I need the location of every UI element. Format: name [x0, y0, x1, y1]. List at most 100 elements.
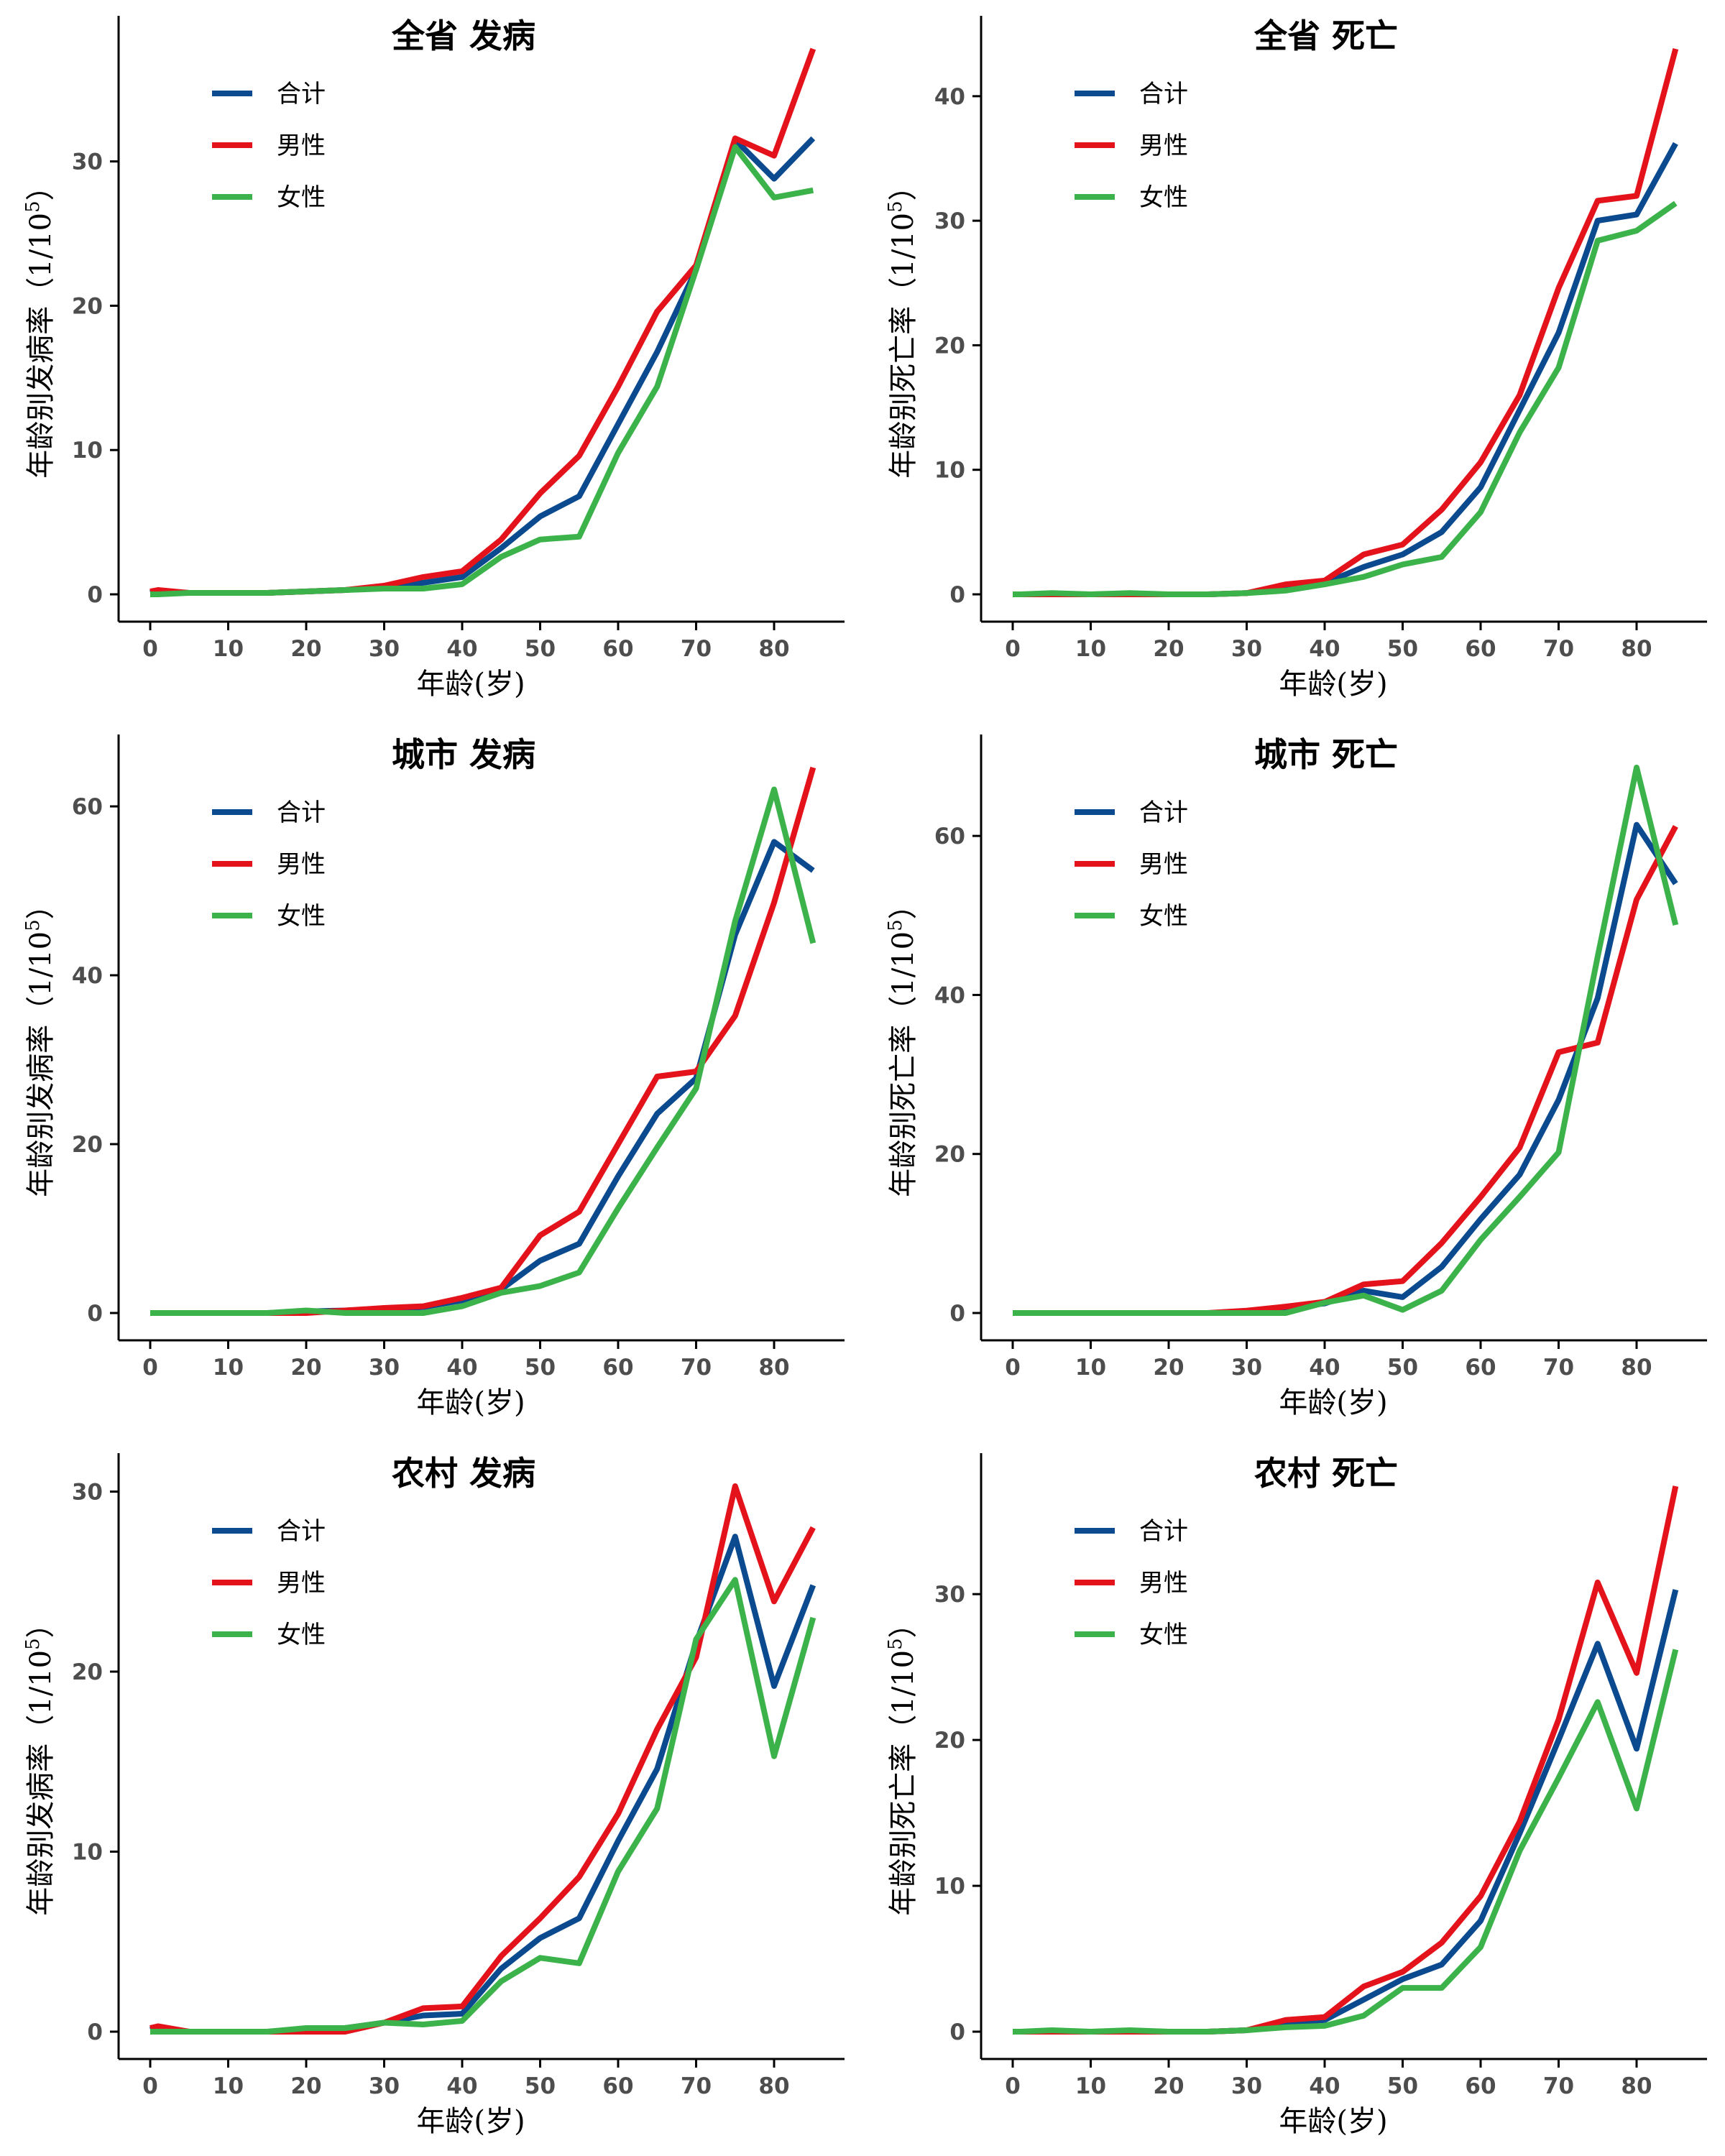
y-tick-label: 40 [934, 84, 965, 110]
panel-3: 城市 发病 0 10 20 30 40 50 60 70 80 0 20 40 60 年龄(岁) 年龄别发病率… [22, 734, 845, 1419]
x-tick-label: 20 [1153, 2073, 1184, 2099]
y-axis-title-exponent: 5 [22, 201, 44, 213]
y-axis-title-exponent: 5 [885, 1638, 906, 1650]
y-tick-label: 20 [934, 333, 965, 359]
y-tick-label: 0 [949, 2019, 965, 2045]
panel-5: 农村 发病 0 10 20 30 40 50 60 70 80 0 10 20 30 年龄(岁) 年龄别发病率… [22, 1453, 845, 2138]
x-tick-label: 70 [681, 1355, 712, 1381]
x-tick-label: 60 [1465, 636, 1496, 662]
x-axis-title: 年龄(岁) [416, 2105, 525, 2138]
x-tick-label: 40 [1309, 2073, 1340, 2099]
x-tick-label: 50 [1387, 636, 1418, 662]
x-tick-label: 80 [1621, 2073, 1652, 2099]
x-tick-label: 30 [1231, 2073, 1262, 2099]
y-tick-label: 30 [72, 1480, 103, 1506]
x-tick-label: 0 [1005, 636, 1021, 662]
legend-label-total: 合计 [1139, 80, 1188, 109]
x-tick-label: 50 [525, 636, 556, 662]
x-tick-label: 40 [1309, 1355, 1340, 1381]
x-tick-label: 40 [446, 1355, 477, 1381]
y-tick-label: 30 [934, 1582, 965, 1608]
legend-label-total: 合计 [1139, 798, 1188, 827]
legend-label-female: 女性 [1139, 902, 1188, 931]
x-tick-label: 70 [1543, 2073, 1574, 2099]
legend-label-female: 女性 [1139, 1621, 1188, 1649]
series-line-male [150, 766, 816, 1316]
legend-label-female: 女性 [277, 183, 326, 212]
y-axis-title-exponent: 5 [885, 201, 906, 213]
x-tick-label: 80 [1621, 1355, 1652, 1381]
panel-title: 农村 死亡 [1254, 1454, 1398, 1493]
legend-label-female: 女性 [277, 1621, 326, 1649]
y-tick-label: 10 [72, 438, 103, 464]
y-axis-title: 年龄别发病率（1/105） [22, 1609, 58, 1915]
series-line-male [150, 47, 816, 596]
panel-title: 城市 发病 [392, 735, 535, 774]
legend-label-total: 合计 [277, 798, 326, 827]
series-line-female [150, 144, 814, 597]
y-axis-title: 年龄别死亡率（1/105） [885, 1609, 920, 1915]
legend-label-male: 男性 [277, 850, 326, 879]
x-tick-label: 10 [1075, 2073, 1106, 2099]
panel-4: 城市 死亡 0 10 20 30 40 50 60 70 80 0 20 40 60 年龄(岁) 年龄别死亡率… [885, 734, 1707, 1419]
y-axis-title-text: 年龄别发病率（1/10 [24, 213, 58, 479]
legend-label-female: 女性 [277, 902, 326, 931]
y-tick-label: 0 [949, 1301, 965, 1327]
x-tick-label: 60 [602, 1355, 633, 1381]
x-tick-label: 60 [1465, 2073, 1496, 2099]
y-tick-label: 20 [934, 1728, 965, 1754]
x-tick-label: 30 [369, 636, 400, 662]
legend-label-female: 女性 [1139, 183, 1188, 212]
y-tick-label: 20 [72, 1132, 103, 1158]
x-tick-label: 30 [369, 2073, 400, 2099]
y-axis-title-exponent: 5 [22, 1638, 44, 1650]
x-axis-title: 年龄(岁) [1279, 1386, 1387, 1419]
y-tick-label: 0 [87, 582, 103, 608]
y-tick-label: 10 [72, 1840, 103, 1866]
x-tick-label: 30 [1231, 636, 1262, 662]
y-tick-label: 60 [72, 794, 103, 820]
panel-1: 全省 发病 0 10 20 30 40 50 60 70 80 0 10 20 30 年龄(岁) 年龄别发病率… [22, 16, 845, 701]
x-tick-label: 10 [213, 636, 244, 662]
x-tick-label: 60 [602, 636, 633, 662]
y-axis-title-text: 年龄别死亡率（1/10 [887, 931, 920, 1197]
series-line-male [1013, 1485, 1679, 2035]
panel-title: 农村 发病 [392, 1454, 535, 1493]
series-line-male [150, 1483, 816, 2035]
panel-2: 全省 死亡 0 10 20 30 40 50 60 70 80 0 10 20 30 40 年龄(岁) 年龄别死… [885, 16, 1707, 701]
y-axis-title: 年龄别发病率（1/105） [22, 890, 58, 1197]
series-line-female [150, 786, 816, 1316]
x-tick-label: 10 [1075, 1355, 1106, 1381]
x-tick-label: 60 [602, 2073, 633, 2099]
x-tick-label: 50 [525, 2073, 556, 2099]
y-axis-title-close: ） [24, 172, 58, 201]
y-axis-title-text: 年龄别死亡率（1/10 [887, 213, 920, 479]
series-line-female [1013, 765, 1679, 1316]
x-tick-label: 0 [142, 1355, 158, 1381]
x-tick-label: 30 [1231, 1355, 1262, 1381]
legend-label-total: 合计 [277, 1517, 326, 1546]
y-axis-title-text: 年龄别死亡率（1/10 [887, 1650, 920, 1916]
y-axis-title-close: ） [887, 172, 920, 201]
y-tick-label: 0 [87, 2019, 103, 2045]
y-axis-title: 年龄别死亡率（1/105） [885, 172, 920, 478]
x-tick-label: 20 [1153, 636, 1184, 662]
x-tick-label: 40 [446, 636, 477, 662]
x-tick-label: 30 [369, 1355, 400, 1381]
x-tick-label: 10 [213, 2073, 244, 2099]
legend-label-total: 合计 [277, 80, 326, 109]
x-tick-label: 20 [290, 636, 321, 662]
x-tick-label: 80 [1621, 636, 1652, 662]
x-tick-label: 70 [681, 2073, 712, 2099]
series-line-total [150, 839, 815, 1316]
y-axis-title-text: 年龄别发病率（1/10 [24, 1650, 58, 1916]
y-axis-title-text: 年龄别发病率（1/10 [24, 931, 58, 1197]
y-tick-label: 0 [949, 582, 965, 608]
y-axis-title-close: ） [24, 890, 58, 919]
x-tick-label: 20 [1153, 1355, 1184, 1381]
x-tick-label: 40 [446, 2073, 477, 2099]
